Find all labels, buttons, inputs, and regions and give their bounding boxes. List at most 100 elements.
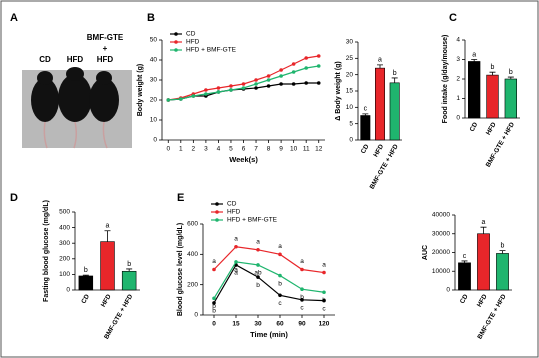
error-bar xyxy=(480,226,487,234)
panel-letter: C xyxy=(449,12,457,24)
y-tick-label: 400 xyxy=(59,224,70,231)
data-point xyxy=(229,84,233,88)
x-axis-label: Week(s) xyxy=(229,155,258,164)
mouse xyxy=(58,74,92,122)
y-tick-label: 5 xyxy=(349,120,353,127)
data-point xyxy=(316,81,321,85)
data-point xyxy=(300,298,304,302)
data-point xyxy=(212,301,216,305)
data-point xyxy=(204,88,208,92)
data-point xyxy=(254,82,258,86)
data-point xyxy=(254,86,258,90)
bar xyxy=(389,82,400,141)
data-point xyxy=(266,78,271,82)
significance-letter: a xyxy=(234,235,238,242)
y-tick-label: 200 xyxy=(187,281,198,288)
y-tick-label: 20 xyxy=(346,71,354,78)
significance-letter: a xyxy=(472,51,476,58)
y-tick-label: 100 xyxy=(59,271,70,278)
significance-letter: a xyxy=(106,223,110,230)
series-line xyxy=(213,264,325,304)
x-tick-label: CD xyxy=(80,293,91,305)
error-bar xyxy=(461,260,468,263)
data-point xyxy=(322,298,326,303)
x-tick-label: 4 xyxy=(217,146,221,153)
data-point xyxy=(204,92,208,96)
error-bar xyxy=(507,76,514,79)
tail xyxy=(43,121,108,149)
significance-letter: c xyxy=(364,106,368,113)
panel-letter: D xyxy=(10,192,18,204)
mouse xyxy=(89,78,119,122)
x-tick-label: 30 xyxy=(254,321,262,328)
mouse xyxy=(96,71,112,85)
y-tick-label: 0 xyxy=(66,287,70,294)
legend-label: HFD + BMF-GTE xyxy=(227,217,278,224)
bar xyxy=(121,270,137,291)
significance-letter: a xyxy=(234,267,238,274)
legend-label: CD xyxy=(227,201,237,208)
bar xyxy=(78,275,94,291)
significance-letter: a xyxy=(256,239,260,246)
data-point xyxy=(300,287,304,292)
data-point xyxy=(256,263,260,267)
significance-letter: b xyxy=(278,280,282,287)
legend-marker xyxy=(215,218,219,222)
data-point xyxy=(256,275,260,279)
y-tick-label: 2 xyxy=(456,76,460,83)
data-point xyxy=(316,64,321,68)
legend-marker xyxy=(174,48,178,52)
y-tick-label: 10 xyxy=(150,117,158,124)
bar xyxy=(496,253,509,291)
significance-letter: b xyxy=(127,261,131,268)
significance-letter: c xyxy=(322,305,326,312)
y-tick-label: 200 xyxy=(59,256,70,263)
data-point xyxy=(316,54,321,58)
data-point xyxy=(278,273,282,278)
error-bar xyxy=(377,64,383,69)
data-point xyxy=(291,82,296,86)
x-tick-label: 120 xyxy=(319,321,330,328)
legend-label: HFD xyxy=(227,209,241,216)
y-tick-label: 300 xyxy=(59,240,70,247)
photo-caption: HFD xyxy=(97,55,114,64)
data-point xyxy=(229,88,233,92)
y-axis-label: AUC xyxy=(422,245,429,260)
mouse xyxy=(66,67,84,81)
significance-letter: a xyxy=(234,270,238,277)
error-bar xyxy=(499,250,506,254)
y-tick-label: 1 xyxy=(456,95,460,102)
photo-caption: BMF-GTE xyxy=(87,33,124,42)
y-tick-label: 0 xyxy=(153,137,157,144)
data-point xyxy=(291,62,296,66)
data-point xyxy=(279,68,283,72)
mouse xyxy=(37,71,53,85)
legend-label: HFD xyxy=(186,39,200,46)
significance-letter: c xyxy=(278,300,282,307)
bar xyxy=(360,115,371,141)
significance-letter: b xyxy=(322,297,326,304)
series-line xyxy=(213,246,325,274)
error-bar xyxy=(82,274,89,276)
data-point xyxy=(322,270,326,275)
data-point xyxy=(304,66,308,70)
data-point xyxy=(241,82,246,86)
y-tick-label: 600 xyxy=(187,221,198,228)
x-tick-label: 5 xyxy=(229,146,233,153)
data-point xyxy=(279,74,283,78)
y-tick-label: 0 xyxy=(349,137,353,144)
data-point xyxy=(322,290,326,295)
x-axis-label: Time (min) xyxy=(250,330,288,339)
y-axis-label: Food intake (g/day/mouse) xyxy=(442,35,449,124)
x-tick-label: 7 xyxy=(254,146,258,153)
y-tick-label: 20000 xyxy=(432,249,450,256)
x-tick-label: 90 xyxy=(298,321,306,328)
data-point xyxy=(266,84,271,88)
y-axis-label: Body weight (g) xyxy=(137,64,144,117)
bar xyxy=(467,61,481,119)
y-tick-label: 400 xyxy=(187,251,198,258)
x-tick-label: 8 xyxy=(267,146,271,153)
x-tick-label: CD xyxy=(459,293,470,305)
x-tick-label: 60 xyxy=(276,321,284,328)
data-point xyxy=(279,82,283,86)
